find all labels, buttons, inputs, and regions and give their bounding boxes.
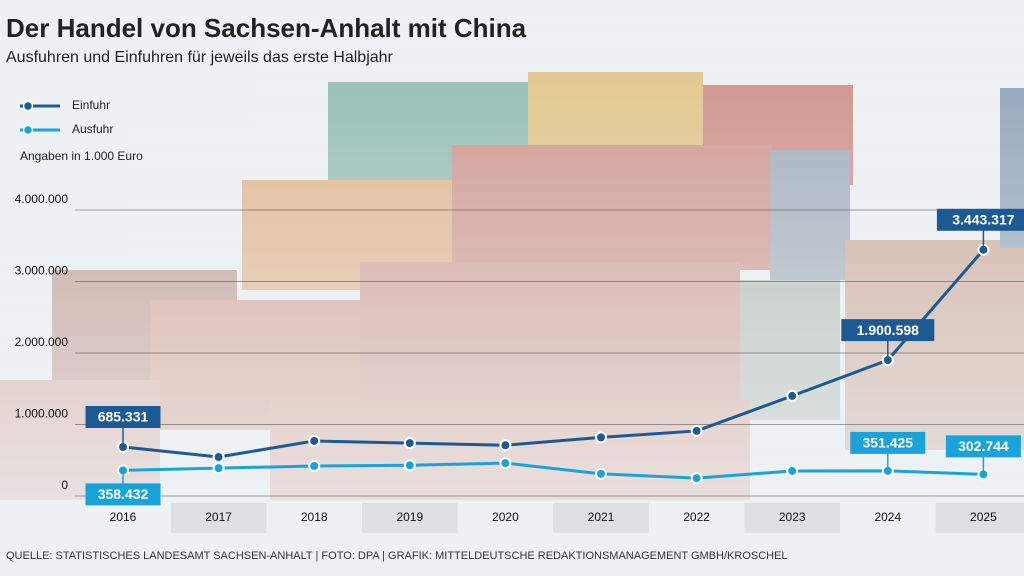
series-line [122, 461, 984, 480]
category-band [553, 503, 649, 533]
source: QUELLE: STATISTISCHES LANDESAMT SACHSEN-… [6, 550, 788, 562]
legend-entry: Ausfuhr [20, 122, 113, 136]
x-tick-label: 2020 [492, 510, 519, 524]
value-label-box [85, 405, 161, 428]
data-point [595, 467, 607, 480]
x-tick-label: 2016 [110, 510, 137, 524]
value-label: 302.744 [958, 438, 1009, 454]
x-tick-label: 2019 [396, 510, 423, 524]
data-point [499, 457, 512, 470]
data-point [212, 462, 225, 475]
data-point [499, 439, 512, 452]
unit-note: Angaben in 1.000 Euro [20, 149, 143, 163]
x-tick-label: 2022 [683, 510, 710, 524]
data-point [786, 389, 799, 402]
legend-label: Ausfuhr [72, 122, 113, 136]
y-tick-label: 3.000.000 [15, 264, 69, 278]
data-point [786, 464, 799, 477]
category-band [170, 503, 267, 533]
data-point [595, 431, 607, 444]
legend-marker [22, 124, 34, 136]
value-label-box [945, 435, 1021, 458]
y-tick-label: 0 [61, 478, 68, 492]
y-tick-label: 4.000.000 [15, 192, 69, 206]
x-tick-label: 2023 [779, 510, 806, 524]
data-point [690, 472, 703, 485]
background-photo [0, 0, 1024, 540]
legend-entry: Einfuhr [20, 98, 110, 112]
value-label: 685.331 [98, 409, 149, 425]
data-point [403, 437, 416, 450]
y-tick-label: 2.000.000 [15, 335, 69, 349]
category-band [362, 503, 458, 533]
category-band [935, 503, 1024, 533]
y-tick-label: 1.000.000 [15, 407, 69, 421]
value-label: 358.432 [98, 486, 149, 502]
chart-subtitle: Ausfuhren und Einfuhren für jeweils das … [6, 49, 394, 66]
data-point [308, 434, 321, 447]
series-line [122, 248, 985, 459]
data-point [690, 424, 703, 437]
data-point [308, 459, 321, 472]
value-label-box [936, 208, 1024, 231]
x-tick-label: 2018 [301, 510, 328, 524]
value-label-box [85, 483, 161, 506]
legend-label: Einfuhr [72, 98, 110, 112]
value-label-box [841, 319, 935, 342]
data-point [403, 459, 416, 472]
value-label: 351.425 [862, 435, 913, 451]
x-tick-label: 2025 [970, 510, 997, 524]
legend-marker [22, 100, 34, 112]
value-label-box [850, 431, 926, 454]
data-point [212, 451, 225, 464]
value-label: 3.443.317 [952, 212, 1014, 228]
value-label: 1.900.598 [857, 322, 919, 338]
chart-title: Der Handel von Sachsen-Anhalt mit China [6, 13, 527, 43]
category-band [744, 503, 840, 533]
x-tick-label: 2024 [874, 510, 901, 524]
x-tick-label: 2017 [205, 510, 232, 524]
x-tick-label: 2021 [588, 510, 615, 524]
